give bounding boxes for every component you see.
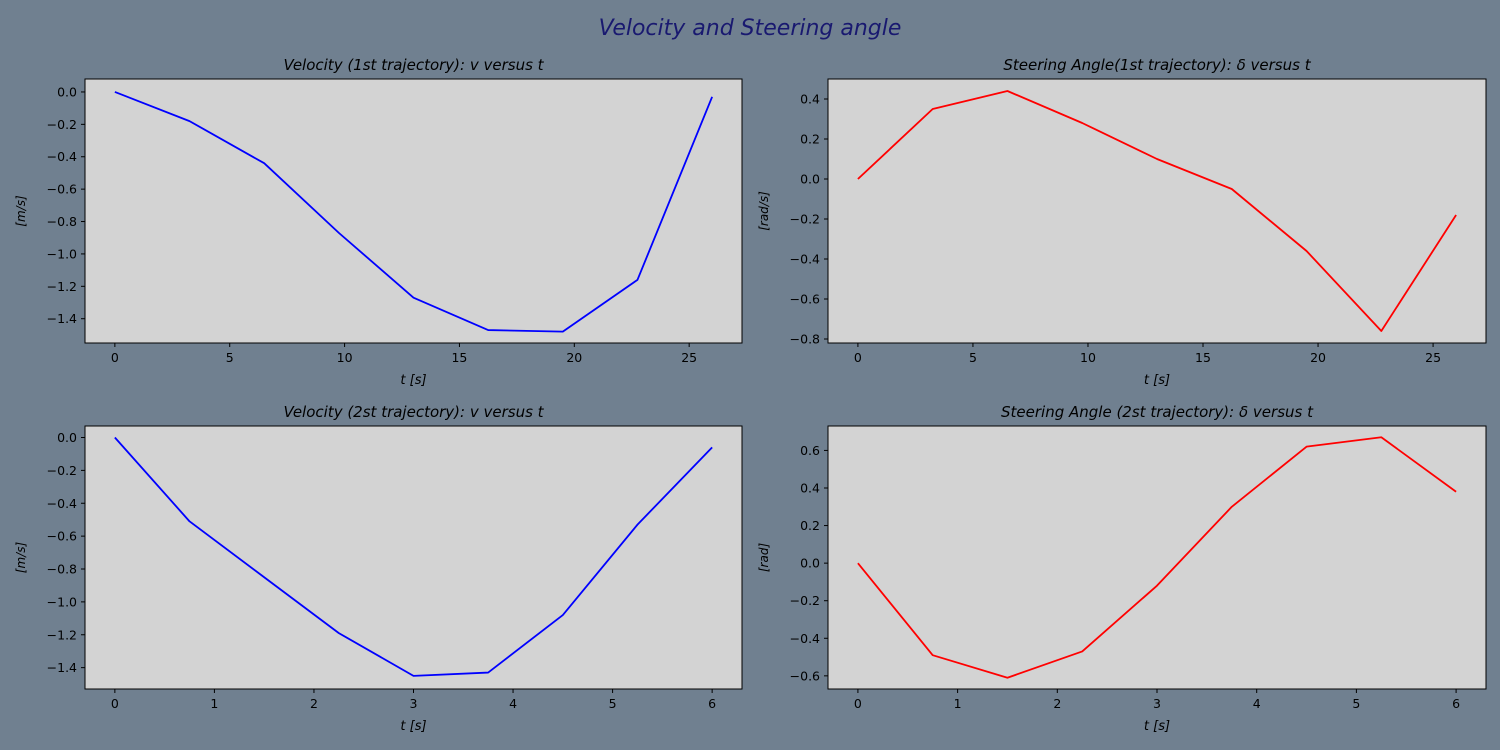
y-tick-label: −0.8 xyxy=(47,214,77,229)
y-tick-label: 0.0 xyxy=(800,556,820,571)
y-tick-label: −0.4 xyxy=(47,149,77,164)
y-tick-label: 0.0 xyxy=(57,84,77,99)
y-tick-label: 0.4 xyxy=(800,480,820,495)
y-tick-label: 0.2 xyxy=(800,518,820,533)
series-line-1 xyxy=(857,436,1457,679)
x-tick-label: 25 xyxy=(1425,350,1441,365)
x-axis-label: t [s] xyxy=(1144,719,1170,734)
series-line-1 xyxy=(114,91,713,333)
x-tick-label: 5 xyxy=(226,350,234,365)
subplot-1: 0 5 10 15 20 25 0.0 −0.2 −0.4 −0.6 −0.8 −1.0 −1.2 −1.… xyxy=(14,56,743,388)
y-tick-label: −0.4 xyxy=(790,252,820,267)
x-tick-label: 0 xyxy=(111,696,119,711)
x-tick-label: 0 xyxy=(854,350,862,365)
subplots: 0 5 10 15 20 250.0−0.2−0.4−0.6−0.8−1.0−1.2−1.… xyxy=(14,56,1487,734)
subplot-title: Steering Angle (2st trajectory): δ versu… xyxy=(1001,403,1314,421)
x-tick-label: 1 xyxy=(210,696,218,711)
axes-frame xyxy=(827,78,1487,344)
y-tick-label: −1.2 xyxy=(47,279,77,294)
subplot-3: 0 1 2 3 4 5 6 0.0 −0.2 −0.4 −0.6 −0.8 −1.0 −1.2 −1.4 Ve… xyxy=(14,403,743,734)
plot-area xyxy=(828,79,1486,343)
x-tick-label: 10 xyxy=(1080,350,1096,365)
plot-area xyxy=(85,426,742,689)
y-tick-label: −0.6 xyxy=(790,292,820,307)
x-tick-label: 3 xyxy=(1153,696,1161,711)
x-tick-label: 20 xyxy=(566,350,582,365)
x-tick-label: 20 xyxy=(1310,350,1326,365)
y-tick-label: 0.0 xyxy=(800,172,820,187)
x-tick-label: 1 xyxy=(954,696,962,711)
figure-title: Velocity and Steering angle xyxy=(599,16,902,41)
x-tick-label: 10 xyxy=(337,350,353,365)
y-axis-label: [rad/s] xyxy=(757,191,771,231)
plot-area xyxy=(828,426,1486,689)
y-tick-label: 0.4 xyxy=(800,92,820,107)
subplot-title: Velocity (2st trajectory): v versus t xyxy=(283,403,544,421)
x-tick-label: 4 xyxy=(1253,696,1261,711)
subplot-title: Steering Angle(1st trajectory): δ versus… xyxy=(1003,56,1311,74)
y-tick-label: −0.2 xyxy=(47,463,77,478)
y-tick-label: −0.6 xyxy=(790,668,820,683)
y-tick-label: −1.2 xyxy=(47,627,77,642)
y-tick-label: −1.4 xyxy=(47,660,77,675)
x-tick-label: 2 xyxy=(1053,696,1061,711)
y-tick-label: −0.4 xyxy=(47,496,77,511)
y-tick-label: −1.4 xyxy=(47,311,77,326)
subplot-title: Velocity (1st trajectory): v versus t xyxy=(283,56,544,74)
y-tick-label: −1.0 xyxy=(47,246,77,261)
y-axis-label: [m/s] xyxy=(14,542,28,574)
x-tick-label: 2 xyxy=(310,696,318,711)
x-axis-label: t [s] xyxy=(1144,373,1170,388)
y-axis-label: [rad] xyxy=(757,543,771,573)
x-tick-label: 5 xyxy=(969,350,977,365)
subplot-2: 0 5 10 15 20 25 0.4 0.2 0.0 −0.2 −0.4 −0.6 −0.8 Steer… xyxy=(757,56,1487,388)
y-tick-label: −0.2 xyxy=(47,117,77,132)
x-tick-label: 3 xyxy=(410,696,418,711)
x-tick-label: 4 xyxy=(509,696,517,711)
x-tick-label: 6 xyxy=(708,696,716,711)
y-axis-label: [m/s] xyxy=(14,195,28,227)
y-tick-label: −0.6 xyxy=(47,182,77,197)
series-line-1 xyxy=(857,90,1457,332)
axes-frame xyxy=(84,78,743,344)
x-axis-label: t [s] xyxy=(400,373,426,388)
x-tick-label: 5 xyxy=(1352,696,1360,711)
x-tick-label: 6 xyxy=(1452,696,1460,711)
y-tick-label: −0.2 xyxy=(790,593,820,608)
y-tick-label: 0.2 xyxy=(800,132,820,147)
y-tick-label: −0.6 xyxy=(47,529,77,544)
x-tick-label: 15 xyxy=(1195,350,1211,365)
x-tick-label: 0 xyxy=(111,350,119,365)
x-axis-label: t [s] xyxy=(400,719,426,734)
x-tick-label: 0 xyxy=(854,696,862,711)
y-tick-label: 0.0 xyxy=(57,430,77,445)
y-tick-label: −0.8 xyxy=(47,562,77,577)
y-tick-label: −0.4 xyxy=(790,631,820,646)
y-tick-label: −0.8 xyxy=(790,332,820,347)
y-tick-label: −1.0 xyxy=(47,594,77,609)
y-tick-label: 0.6 xyxy=(800,443,820,458)
y-tick-label: −0.2 xyxy=(790,212,820,227)
x-tick-label: 25 xyxy=(681,350,697,365)
series-line-1 xyxy=(114,436,713,677)
x-tick-label: 5 xyxy=(609,696,617,711)
x-tick-label: 15 xyxy=(451,350,467,365)
subplot-4: 0 1 2 3 4 5 6 0.6 0.4 0.2 0.0 −0.2 −0.4 −0.6 Steering … xyxy=(757,403,1487,734)
